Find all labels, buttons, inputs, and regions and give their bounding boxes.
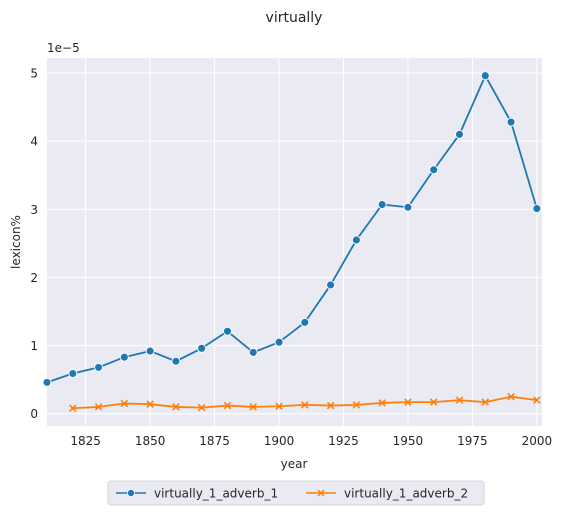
data-point bbox=[249, 403, 258, 411]
data-point bbox=[480, 71, 490, 81]
legend-item-1: virtually_1_adverb_1 bbox=[116, 487, 278, 501]
data-point bbox=[275, 402, 283, 411]
data-point bbox=[352, 401, 361, 409]
x-tick-label: 1950 bbox=[393, 434, 424, 448]
series-2 bbox=[69, 392, 541, 413]
plot-area bbox=[47, 58, 542, 426]
legend-label-2: virtually_1_adverb_2 bbox=[344, 487, 468, 501]
grid-lines bbox=[47, 58, 542, 426]
y-tick-label: 0 bbox=[30, 407, 38, 421]
legend-label-1: virtually_1_adverb_1 bbox=[154, 487, 278, 501]
y-tick-label: 1 bbox=[30, 339, 38, 353]
data-point bbox=[94, 403, 103, 411]
x-tick-label: 2000 bbox=[522, 434, 553, 448]
data-point bbox=[532, 204, 542, 214]
x-tick-label: 1825 bbox=[70, 434, 101, 448]
data-point bbox=[274, 337, 284, 347]
y-axis: 0 1 2 3 4 5 bbox=[30, 66, 38, 421]
x-tick-label: 1925 bbox=[328, 434, 359, 448]
data-point bbox=[223, 326, 232, 336]
data-point bbox=[404, 398, 412, 406]
data-point bbox=[429, 398, 438, 406]
y-tick-label: 2 bbox=[30, 271, 38, 285]
x-tick-label: 1875 bbox=[199, 434, 230, 448]
data-point bbox=[68, 369, 78, 378]
data-point bbox=[403, 202, 413, 212]
x-tick-label: 1900 bbox=[264, 434, 295, 448]
data-point bbox=[301, 401, 309, 409]
legend-box bbox=[107, 480, 485, 506]
data-point bbox=[507, 392, 515, 401]
legend-marker-2 bbox=[317, 489, 325, 497]
data-point bbox=[42, 377, 52, 387]
data-point bbox=[455, 129, 464, 139]
x-tick-label: 1850 bbox=[135, 434, 166, 448]
data-point bbox=[300, 317, 310, 327]
data-point bbox=[171, 356, 181, 366]
data-point bbox=[146, 400, 154, 408]
x-axis-label: year bbox=[281, 457, 308, 471]
data-point bbox=[119, 352, 129, 362]
data-point bbox=[120, 399, 129, 408]
data-point bbox=[69, 404, 77, 413]
y-axis-label: lexicon% bbox=[9, 215, 23, 269]
y-tick-label: 5 bbox=[30, 66, 38, 80]
y-tick-label: 3 bbox=[30, 203, 38, 217]
series-layer bbox=[42, 71, 542, 413]
data-point bbox=[378, 399, 386, 407]
x-tick-label: 1975 bbox=[457, 434, 488, 448]
data-point bbox=[197, 403, 206, 412]
data-point bbox=[506, 117, 516, 127]
data-point bbox=[481, 398, 490, 406]
data-point bbox=[533, 396, 541, 404]
series-1 bbox=[42, 71, 542, 387]
x-axis: 1825 1850 1875 1900 1925 1950 1975 2000 bbox=[70, 434, 552, 448]
legend-marker-1 bbox=[127, 488, 136, 497]
data-point bbox=[351, 235, 361, 245]
data-point bbox=[94, 362, 104, 372]
legend-item-2: virtually_1_adverb_2 bbox=[306, 487, 468, 501]
data-point bbox=[326, 280, 336, 290]
data-point bbox=[172, 403, 180, 411]
data-point bbox=[377, 200, 387, 209]
y-tick-label: 4 bbox=[30, 135, 38, 149]
data-point bbox=[145, 346, 155, 356]
data-point bbox=[455, 396, 464, 404]
data-point bbox=[429, 165, 439, 175]
data-point bbox=[223, 401, 232, 410]
data-point bbox=[197, 343, 207, 353]
data-point bbox=[248, 347, 258, 357]
data-point bbox=[326, 401, 335, 410]
legend: virtually_1_adverb_1 virtually_1_adverb_… bbox=[107, 480, 485, 506]
chart-title: virtually bbox=[266, 10, 323, 26]
y-scale-label: 1e−5 bbox=[47, 41, 80, 55]
